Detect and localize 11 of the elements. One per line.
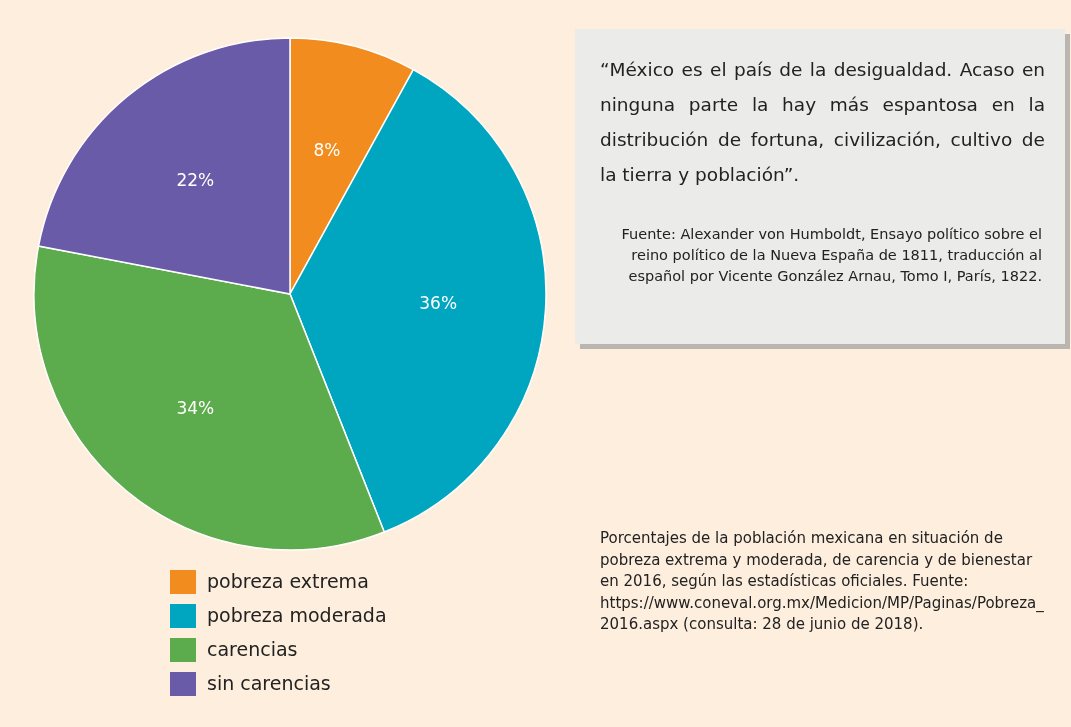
text: Porcentajes de la población mexicana en situación de pobreza extrema y moderada, de carencia y de bienestar en 2016, según las estadísticas oficiales. Fuente: https://www.coneval.org.mx/Medicion/MP/Paginas/Pobreza_2016.aspx (consulta: 28 de junio de 2018). [600, 528, 1045, 635]
data-label: 34% [176, 398, 215, 419]
legend-label: pobreza moderada [207, 604, 387, 626]
source-note: Fuente: Alexander von Humboldt, Ensayo político sobre el reino político de la Nueva España de 1811, traducción al español por Vicente González Arnau, Tomo I, París, 1822. [620, 225, 1042, 286]
data-label: 8% [313, 140, 341, 161]
text: “México es el país de la desigualdad. Acaso en ninguna parte la hay más espantosa en la distribución de fortuna, civilización, cultivo de la tierra y población”. [600, 58, 1045, 187]
data-label: 22% [176, 169, 215, 190]
data-label: 36% [419, 293, 458, 314]
legend-label: pobreza extrema [207, 570, 369, 592]
legend-label: sin carencias [207, 672, 331, 694]
legend-label: carencias [207, 638, 298, 660]
